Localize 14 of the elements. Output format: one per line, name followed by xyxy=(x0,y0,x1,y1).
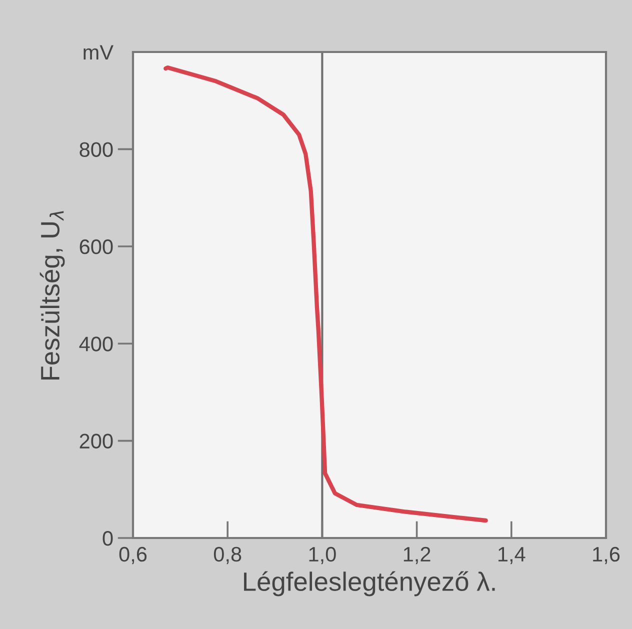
x-tick-label: 0,6 xyxy=(119,546,147,564)
y-tick-label: 800 xyxy=(80,142,113,157)
x-axis-title: Légfeleslegtényező λ. xyxy=(244,571,495,596)
y-tick-label: mV xyxy=(84,45,114,60)
y-tick-label: 0 xyxy=(102,531,113,546)
x-tick-label: 1,0 xyxy=(309,546,336,564)
y-axis-title: Feszültség, U$_{λ}$ xyxy=(40,211,65,380)
x-tick-label: 0,8 xyxy=(214,546,242,564)
x-tick-label: 1,2 xyxy=(404,546,430,564)
x-tick-label: 1,6 xyxy=(593,546,620,564)
y-tick-label: 400 xyxy=(79,336,113,352)
y-tick-label: 200 xyxy=(80,434,113,449)
y-tick-label: 600 xyxy=(80,239,113,254)
x-tick-label: 1,4 xyxy=(498,547,526,564)
